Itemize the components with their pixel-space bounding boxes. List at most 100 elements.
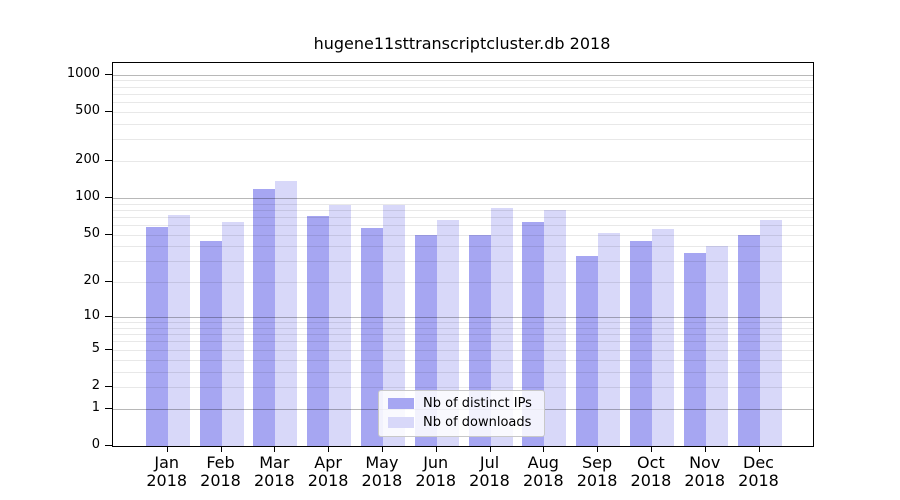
chart-title: hugene11sttranscriptcluster.db 2018 bbox=[313, 34, 611, 53]
x-tick-month-mar: Mar bbox=[259, 453, 290, 472]
legend-swatch-distinct-ips bbox=[388, 398, 414, 409]
bar-downloads-jun bbox=[436, 219, 459, 446]
x-tick-nov bbox=[704, 446, 706, 452]
bar-downloads-apr bbox=[329, 204, 352, 446]
x-tick-label-oct: Oct 2018 bbox=[619, 454, 683, 490]
gridline-minor-50 bbox=[113, 234, 813, 236]
gridline-major-1000 bbox=[113, 74, 813, 76]
x-tick-aug bbox=[543, 446, 545, 452]
bar-ips-oct bbox=[629, 241, 652, 446]
bar-downloads-dec bbox=[759, 219, 782, 446]
y-tick-label-10: 10 bbox=[83, 308, 100, 324]
y-tick-2 bbox=[105, 385, 112, 387]
bar-downloads-aug bbox=[544, 209, 567, 446]
x-tick-month-aug: Aug bbox=[527, 453, 559, 472]
bar-ips-mar bbox=[253, 189, 276, 446]
gridline-minor-4 bbox=[113, 359, 813, 361]
x-tick-label-nov: Nov 2018 bbox=[673, 454, 737, 490]
gridline-minor-70 bbox=[113, 216, 813, 218]
gridline-major-100 bbox=[113, 197, 813, 199]
x-tick-year-jul: 2018 bbox=[469, 471, 510, 490]
x-tick-month-sep: Sep bbox=[582, 453, 613, 472]
bar-downloads-jan bbox=[167, 215, 190, 446]
gridline-minor-7 bbox=[113, 334, 813, 336]
bar-downloads-may bbox=[382, 204, 405, 446]
y-tick-50 bbox=[105, 233, 112, 235]
x-tick-label-sep: Sep 2018 bbox=[565, 454, 629, 490]
bar-ips-may bbox=[360, 227, 383, 446]
x-tick-month-jun: Jun bbox=[423, 453, 449, 472]
x-tick-label-may: May 2018 bbox=[350, 454, 414, 490]
x-tick-jan bbox=[166, 446, 168, 452]
x-tick-feb bbox=[220, 446, 222, 452]
x-tick-month-apr: Apr bbox=[314, 453, 342, 472]
bar-ips-nov bbox=[683, 253, 706, 446]
x-tick-year-jun: 2018 bbox=[415, 471, 457, 490]
y-tick-label-0: 0 bbox=[91, 437, 100, 452]
gridline-minor-9 bbox=[113, 322, 813, 324]
x-tick-label-aug: Aug 2018 bbox=[511, 454, 575, 490]
x-tick-apr bbox=[328, 446, 330, 452]
x-tick-year-feb: 2018 bbox=[200, 471, 241, 490]
legend-label-distinct-ips: Nb of distinct IPs bbox=[423, 396, 532, 411]
x-tick-label-jun: Jun 2018 bbox=[404, 454, 468, 490]
x-tick-oct bbox=[650, 446, 652, 452]
x-tick-label-jul: Jul 2018 bbox=[458, 454, 522, 490]
y-tick-label-500: 500 bbox=[75, 102, 100, 118]
x-tick-month-dec: Dec bbox=[743, 453, 774, 472]
x-tick-jun bbox=[435, 446, 437, 452]
x-tick-year-aug: 2018 bbox=[522, 471, 564, 490]
y-tick-label-100: 100 bbox=[75, 188, 100, 204]
x-tick-year-mar: 2018 bbox=[253, 471, 295, 490]
gridline-minor-3 bbox=[113, 371, 813, 373]
y-tick-0 bbox=[105, 445, 112, 446]
bar-ips-feb bbox=[199, 241, 222, 446]
x-tick-year-dec: 2018 bbox=[738, 471, 779, 490]
y-tick-label-2: 2 bbox=[91, 377, 100, 393]
y-tick-200 bbox=[105, 159, 112, 161]
x-tick-month-may: May bbox=[365, 453, 399, 472]
gridline-minor-600 bbox=[113, 102, 813, 103]
legend-swatch-downloads bbox=[388, 417, 414, 428]
y-tick-100 bbox=[105, 196, 112, 198]
x-tick-label-dec: Dec 2018 bbox=[727, 454, 791, 490]
y-tick-1000 bbox=[105, 73, 112, 75]
y-tick-label-50: 50 bbox=[83, 225, 100, 241]
gridline-minor-20 bbox=[113, 282, 813, 284]
bar-downloads-mar bbox=[275, 180, 298, 446]
x-tick-label-apr: Apr 2018 bbox=[296, 454, 360, 490]
x-tick-year-jan: 2018 bbox=[146, 471, 188, 490]
x-tick-year-sep: 2018 bbox=[576, 471, 618, 490]
y-tick-label-200: 200 bbox=[75, 151, 100, 167]
y-tick-10 bbox=[105, 316, 112, 318]
x-tick-label-jan: Jan 2018 bbox=[135, 454, 199, 490]
gridline-minor-6 bbox=[113, 341, 813, 343]
bar-ips-apr bbox=[307, 216, 330, 446]
gridline-minor-60 bbox=[113, 225, 813, 226]
gridline-minor-30 bbox=[113, 261, 813, 263]
gridline-minor-5 bbox=[113, 349, 813, 351]
x-tick-month-feb: Feb bbox=[206, 453, 235, 472]
y-tick-500 bbox=[105, 110, 112, 112]
bar-ips-jan bbox=[145, 226, 168, 446]
gridline-minor-80 bbox=[113, 209, 813, 211]
gridline-minor-800 bbox=[113, 86, 813, 88]
y-tick-1 bbox=[105, 407, 112, 409]
x-tick-month-oct: Oct bbox=[637, 453, 665, 472]
x-tick-month-jan: Jan bbox=[154, 453, 180, 472]
x-tick-label-mar: Mar 2018 bbox=[242, 454, 306, 490]
plot-area bbox=[112, 62, 814, 447]
gridline-minor-200 bbox=[113, 160, 813, 162]
bar-downloads-sep bbox=[598, 232, 621, 446]
y-tick-label-5: 5 bbox=[91, 340, 100, 356]
gridline-minor-90 bbox=[113, 203, 813, 205]
x-tick-mar bbox=[274, 446, 276, 452]
y-tick-label-20: 20 bbox=[83, 273, 100, 289]
bar-downloads-jul bbox=[490, 208, 513, 446]
y-tick-label-1: 1 bbox=[91, 399, 100, 415]
gridline-minor-700 bbox=[113, 93, 813, 95]
bar-downloads-nov bbox=[705, 246, 728, 446]
bar-downloads-feb bbox=[221, 221, 244, 446]
legend-item-distinct-ips: Nb of distinct IPs bbox=[388, 396, 532, 411]
